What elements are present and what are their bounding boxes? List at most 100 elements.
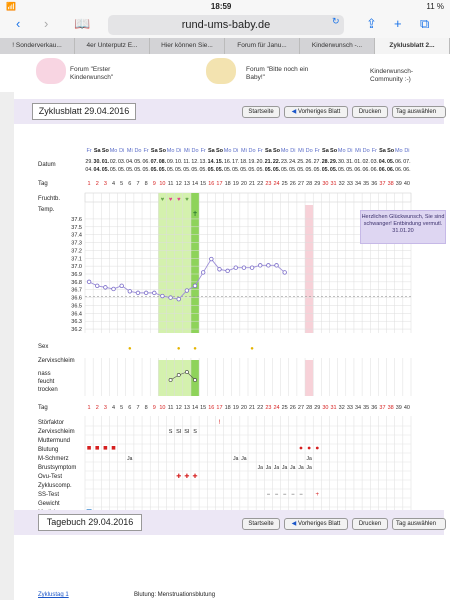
row-label: Fruchtb. — [38, 196, 60, 202]
temp-point — [119, 283, 124, 288]
start-button[interactable]: Startseite — [242, 106, 280, 118]
diary-day-select[interactable]: Tag auswählen — [392, 518, 446, 530]
cycle-day: 22 — [257, 405, 263, 411]
temp-point — [86, 279, 92, 285]
baby-image — [206, 58, 236, 84]
date-month: 05. — [248, 167, 255, 173]
cycle-day: 21 — [249, 405, 255, 411]
tab[interactable]: 4er Unterputz E... — [75, 38, 150, 54]
sex-icon: ● — [128, 346, 132, 352]
reload-icon[interactable]: ↻ — [332, 16, 340, 26]
day-name: Sa — [94, 148, 102, 154]
temp-point — [266, 263, 271, 268]
temp-point — [168, 295, 173, 300]
tab[interactable]: ! Sonderverkau... — [0, 38, 75, 54]
date-month: 05. — [175, 167, 182, 173]
row-label: Zervixschleim — [38, 429, 75, 435]
day-name: Do — [249, 148, 256, 154]
cycle-day: 10 — [159, 181, 165, 187]
temp-point — [233, 265, 238, 270]
url-field[interactable]: rund-ums-baby.de — [108, 15, 344, 35]
banner: Forum "Erster Kinderwunsch" Forum "Bitte… — [0, 54, 450, 92]
cycle-day: 21 — [249, 181, 255, 187]
date-month: 05. — [297, 167, 304, 173]
date-day: 07. — [403, 159, 410, 165]
tab[interactable]: Forum für Janu... — [225, 38, 300, 54]
mucus-point — [176, 373, 181, 377]
day-name: Mo — [338, 148, 346, 154]
breast-mark: Ja — [266, 465, 272, 471]
date-day: 26. — [305, 159, 312, 165]
date-month: 05. — [224, 167, 231, 173]
row-label: Temp. — [38, 207, 55, 213]
date-day: 11. — [183, 159, 190, 165]
tabs-icon[interactable]: ⧉ — [420, 16, 430, 31]
browser-toolbar: ‹ › 📖 rund-ums-baby.de ↻ ⇪ + ⧉ — [0, 12, 450, 38]
cycle-day: 28 — [306, 405, 312, 411]
diary-title: Tagebuch 29.04.2016 — [38, 514, 142, 531]
date-month: 04. — [94, 167, 102, 173]
mucus-mark: SI — [176, 429, 182, 435]
date-month: 05. — [199, 167, 206, 173]
breast-mark: Ja — [306, 465, 312, 471]
cycle-day: 26 — [290, 181, 296, 187]
day-name: Do — [306, 148, 313, 154]
cycle-day-link[interactable]: Zyklustag 1 — [38, 592, 69, 598]
banner-mid-label[interactable]: Forum "Bitte noch ein Baby!" — [246, 66, 309, 81]
ovu-test-icon: ✚ — [176, 473, 181, 480]
day-name: Mo — [167, 148, 175, 154]
date-month: 05. — [257, 167, 264, 173]
sex-icon: ● — [177, 346, 181, 352]
previous-sheet-button[interactable]: ◀ Vorheriges Blatt — [284, 106, 348, 118]
print-button[interactable]: Drucken — [352, 106, 388, 118]
date-month: 06. — [403, 167, 410, 173]
battery: 11 % — [426, 1, 444, 11]
cycle-day: 39 — [396, 181, 402, 187]
cycle-day: 37 — [379, 181, 385, 187]
cycle-day: 22 — [257, 181, 263, 187]
tab[interactable]: Hier können Sie... — [150, 38, 225, 54]
date-month: 05. — [159, 167, 167, 173]
date-day: 30. — [94, 159, 102, 165]
new-tab-icon[interactable]: + — [394, 16, 402, 31]
fertility-heart-icon: ♥ — [161, 197, 165, 203]
date-day: 12. — [191, 159, 198, 165]
cycle-day: 14 — [192, 405, 198, 411]
day-select[interactable]: Tag auswählen — [392, 106, 446, 118]
temp-tick: 37.3 — [71, 241, 82, 247]
temp-point — [249, 265, 255, 270]
date-day: 25. — [297, 159, 304, 165]
cycle-day: 13 — [184, 405, 190, 411]
day-name: Mi — [241, 148, 247, 154]
temp-point — [209, 256, 214, 262]
date-month: 06. — [354, 167, 361, 173]
cycle-day: 18 — [225, 181, 231, 187]
forward-icon[interactable]: › — [44, 16, 49, 31]
tab-strip: ! Sonderverkau... 4er Unterputz E... Hie… — [0, 38, 450, 54]
date-day: 03. — [118, 159, 125, 165]
tab[interactable]: Kinderwunsch -... — [300, 38, 375, 54]
temp-tick: 36.2 — [71, 327, 82, 333]
cycle-day: 24 — [273, 405, 279, 411]
banner-left-label[interactable]: Forum "Erster Kinderwunsch" — [70, 66, 114, 81]
diary-start-button[interactable]: Startseite — [242, 518, 280, 530]
cycle-day: 11 — [168, 181, 174, 187]
date-day: 31. — [346, 159, 353, 165]
row-label: SS-Test — [38, 492, 59, 498]
bleeding-icon — [111, 446, 116, 450]
diary-print-button[interactable]: Drucken — [352, 518, 388, 530]
date-month: 05. — [305, 167, 312, 173]
diary-previous-button[interactable]: ◀ Vorheriges Blatt — [284, 518, 348, 530]
day-name: So — [216, 148, 224, 154]
bookmarks-icon[interactable]: 📖 — [74, 16, 91, 31]
back-icon[interactable]: ‹ — [16, 16, 21, 31]
temp-point — [143, 290, 149, 296]
cycle-day: 12 — [176, 405, 182, 411]
share-icon[interactable]: ⇪ — [366, 16, 377, 31]
row-label: Ovu-Test — [38, 474, 62, 480]
menstruation-band-mucus — [305, 360, 314, 396]
date-day: 05. — [387, 159, 395, 165]
pregnancy-test-negative: − — [275, 492, 279, 498]
ovu-test-icon: ✚ — [193, 473, 198, 480]
cycle-day: 28 — [306, 181, 312, 187]
